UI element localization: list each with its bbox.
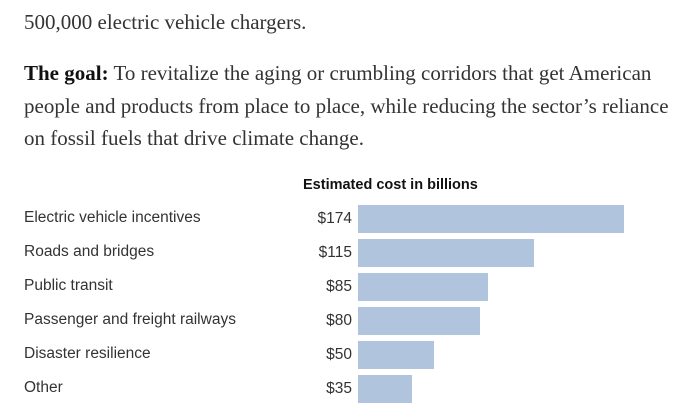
chart-row: Passenger and freight railways $80 (0, 307, 698, 335)
goal-text: To revitalize the aging or crumbling cor… (24, 61, 669, 150)
value-label: $115 (318, 244, 352, 261)
category-label: Passenger and freight railways (24, 311, 236, 328)
category-label: Roads and bridges (24, 243, 155, 260)
bar (358, 273, 488, 301)
bar (358, 375, 412, 403)
category-label: Other (24, 379, 63, 396)
goal-label: The goal: (24, 61, 109, 85)
chart-row: Electric vehicle incentives $174 (0, 205, 698, 233)
value-label: $35 (326, 380, 352, 397)
value-label: $80 (326, 312, 352, 329)
value-label: $50 (326, 346, 352, 363)
chart-row: Disaster resilience $50 (0, 341, 698, 369)
value-label: $85 (326, 278, 352, 295)
category-label: Electric vehicle incentives (24, 209, 201, 226)
bar (358, 239, 534, 267)
bar (358, 205, 624, 233)
article-top-line: 500,000 electric vehicle chargers. (24, 10, 307, 34)
bar (358, 307, 480, 335)
category-label: Public transit (24, 277, 113, 294)
chart-row: Roads and bridges $115 (0, 239, 698, 267)
chart-row: Other $35 (0, 375, 698, 403)
chart-row: Public transit $85 (0, 273, 698, 301)
bar (358, 341, 434, 369)
category-label: Disaster resilience (24, 345, 151, 362)
goal-paragraph: The goal: To revitalize the aging or cru… (24, 57, 684, 155)
value-label: $174 (317, 210, 352, 227)
chart-title: Estimated cost in billions (303, 177, 478, 193)
